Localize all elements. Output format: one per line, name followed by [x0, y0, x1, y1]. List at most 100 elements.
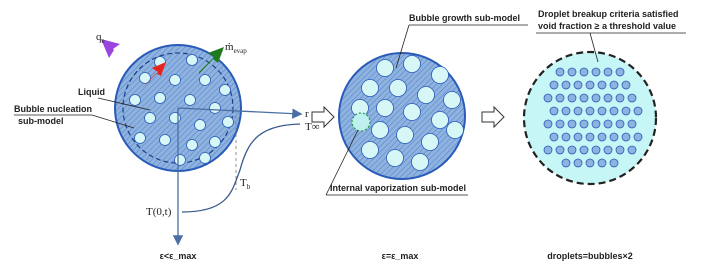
transition-arrow: [482, 107, 504, 127]
bubble: [556, 68, 564, 76]
caption: ε=ε_max: [382, 251, 419, 261]
bubble: [586, 107, 594, 115]
bubble: [598, 133, 606, 141]
bubble: [444, 92, 461, 109]
bubble: [556, 120, 564, 128]
bubble: [628, 120, 636, 128]
bubble: [550, 81, 558, 89]
liquid-label: Liquid: [78, 87, 105, 97]
bubble: [544, 94, 552, 102]
bubble: [187, 55, 198, 66]
bubble: [200, 75, 211, 86]
heat-flux-label: qe: [96, 31, 105, 45]
bubble: [550, 133, 558, 141]
bubble: [390, 80, 407, 97]
vaporization-label: Internal vaporization sub-model: [330, 183, 466, 193]
bubble: [598, 159, 606, 167]
bubble: [586, 81, 594, 89]
growth-label: Bubble growth sub-model: [409, 13, 520, 23]
bubble: [210, 103, 221, 114]
bubble: [155, 93, 166, 104]
bubble: [622, 133, 630, 141]
bubble: [604, 68, 612, 76]
bubble: [544, 146, 552, 154]
bubble: [616, 94, 624, 102]
bubble: [175, 155, 186, 166]
bubble: [574, 133, 582, 141]
bubble: [634, 133, 642, 141]
bubble: [377, 60, 394, 77]
bubble: [556, 146, 564, 154]
bubble: [195, 120, 206, 131]
bubble: [377, 100, 394, 117]
bubble: [592, 68, 600, 76]
bubble: [220, 85, 231, 96]
bubble: [187, 140, 198, 151]
evaporation-label: ṁevap: [225, 41, 247, 55]
bubble: [580, 120, 588, 128]
bubble: [634, 107, 642, 115]
bubble: [592, 120, 600, 128]
bubble: [586, 159, 594, 167]
bubble: [185, 95, 196, 106]
bubble: [592, 146, 600, 154]
t-bubble-label: Tb: [240, 177, 251, 191]
bubble: [447, 122, 464, 139]
bubble: [580, 146, 588, 154]
bubble: [362, 80, 379, 97]
bubble: [574, 81, 582, 89]
bubble: [170, 113, 181, 124]
bubble: [223, 117, 234, 128]
bubble: [628, 94, 636, 102]
bubble: [418, 87, 435, 104]
bubble: [140, 73, 151, 84]
t-infinity-label: T∞: [305, 121, 320, 133]
t-center-label: T(0,t): [146, 206, 172, 218]
bubble: [412, 154, 429, 171]
bubble: [610, 81, 618, 89]
bubble: [550, 107, 558, 115]
bubble: [397, 127, 414, 144]
bubble: [610, 133, 618, 141]
diagram: qe ṁevap Liquid Bubble nucleationsub-mod…: [0, 0, 701, 267]
bubble: [604, 120, 612, 128]
bubble: [170, 75, 181, 86]
bubble: [404, 104, 421, 121]
bubble: [387, 150, 404, 167]
bubble: [130, 95, 141, 106]
bubble: [598, 107, 606, 115]
bubble: [145, 113, 156, 124]
bubble: [610, 159, 618, 167]
bubble: [562, 107, 570, 115]
bubble: [568, 146, 576, 154]
bubble: [432, 67, 449, 84]
bubble: [568, 120, 576, 128]
bubble: [568, 94, 576, 102]
bubble: [592, 94, 600, 102]
bubble: [598, 81, 606, 89]
bubble: [372, 122, 389, 139]
bubble: [580, 68, 588, 76]
bubble: [616, 68, 624, 76]
bubble: [604, 94, 612, 102]
bubble: [562, 159, 570, 167]
bubble: [432, 112, 449, 129]
bubble: [568, 68, 576, 76]
bubble: [622, 81, 630, 89]
bubble: [404, 56, 421, 73]
bubble: [160, 135, 171, 146]
bubble: [574, 159, 582, 167]
bubble: [200, 153, 211, 164]
r-axis-label: r: [305, 108, 309, 120]
bubble: [628, 146, 636, 154]
caption: droplets=bubbles×2: [547, 251, 633, 261]
caption: ε<ε_max: [160, 251, 197, 261]
bubble: [610, 107, 618, 115]
bubble: [544, 120, 552, 128]
bubble: [616, 146, 624, 154]
bubble: [556, 94, 564, 102]
bubble: [362, 142, 379, 159]
bubble: [562, 133, 570, 141]
bubble: [422, 134, 439, 151]
bubble: [135, 133, 146, 144]
